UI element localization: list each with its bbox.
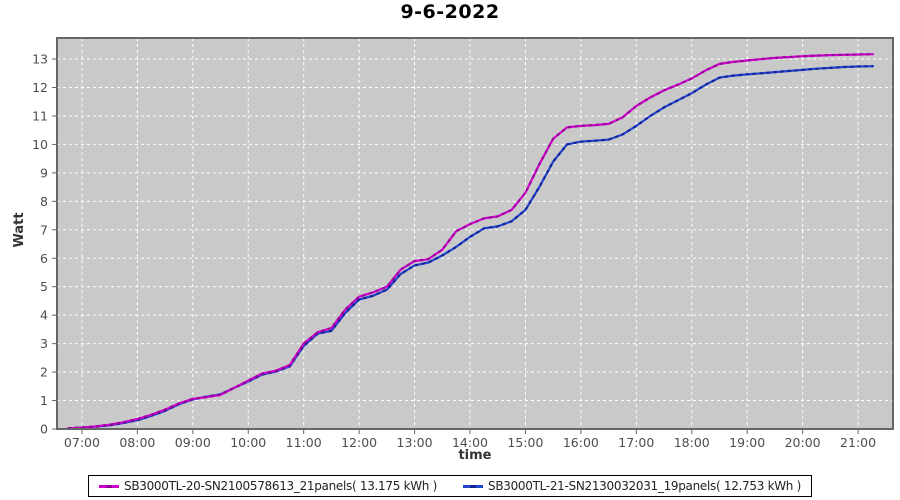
x-tick-label: 12:00 — [341, 435, 377, 450]
legend-item-series2: SB3000TL-21-SN2130032031_19panels( 12.75… — [463, 479, 801, 493]
x-tick-label: 13:00 — [397, 435, 433, 450]
x-tick-label: 14:00 — [452, 435, 488, 450]
legend-item-series1: SB3000TL-20-SN2100578613_21panels( 13.17… — [99, 479, 437, 493]
x-tick-label: 19:00 — [729, 435, 765, 450]
plot-border — [56, 37, 894, 430]
y-tick-label: 7 — [40, 222, 48, 237]
x-tick-label: 20:00 — [785, 435, 821, 450]
series-markers-0 — [68, 53, 874, 430]
y-tick-label: 13 — [32, 52, 48, 67]
series1-line-swatch — [99, 484, 119, 488]
legend: SB3000TL-20-SN2100578613_21panels( 13.17… — [88, 475, 812, 497]
y-tick-label: 1 — [40, 393, 48, 408]
series2-line-swatch — [463, 484, 483, 488]
y-tick-label: 8 — [40, 194, 48, 209]
x-tick-label: 09:00 — [175, 435, 211, 450]
x-tick-label: 11:00 — [286, 435, 322, 450]
y-tick-label: 9 — [40, 165, 48, 180]
series1-label: SB3000TL-20-SN2100578613_21panels( 13.17… — [124, 479, 437, 493]
x-tick-label: 15:00 — [507, 435, 543, 450]
x-axis-label: time — [458, 448, 492, 463]
x-tick-label: 18:00 — [674, 435, 710, 450]
y-tick-label: 5 — [40, 279, 48, 294]
x-tick-label: 10:00 — [230, 435, 266, 450]
x-tick-label: 08:00 — [119, 435, 155, 450]
x-tick-label: 07:00 — [64, 435, 100, 450]
series2-label: SB3000TL-21-SN2130032031_19panels( 12.75… — [488, 479, 801, 493]
x-tick-label: 21:00 — [840, 435, 876, 450]
y-tick-label: 6 — [40, 251, 48, 266]
y-tick-label: 3 — [40, 336, 48, 351]
x-tick-label: 17:00 — [618, 435, 654, 450]
y-tick-label: 2 — [40, 365, 48, 380]
chart-title: 9-6-2022 — [400, 1, 500, 23]
y-tick-label: 4 — [40, 308, 48, 323]
y-tick-label: 10 — [32, 137, 48, 152]
y-tick-label: 0 — [40, 422, 48, 437]
y-tick-label: 11 — [32, 108, 48, 123]
x-tick-label: 16:00 — [563, 435, 599, 450]
y-axis-label: Watt — [12, 212, 27, 248]
y-tick-label: 12 — [32, 80, 48, 95]
